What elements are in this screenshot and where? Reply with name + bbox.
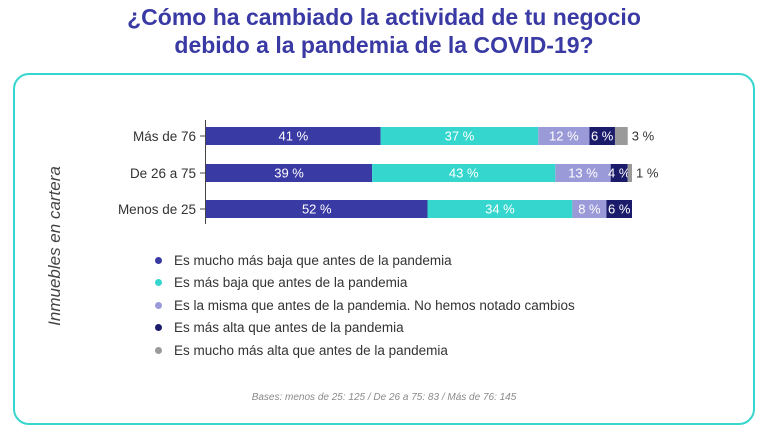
data-label: 41 % xyxy=(279,129,309,144)
bar-segment xyxy=(206,127,381,145)
y-tick-label: Más de 76 xyxy=(133,129,196,144)
data-label: 13 % xyxy=(568,166,598,181)
legend-dot-icon xyxy=(155,256,162,264)
data-label: 3 % xyxy=(632,129,655,144)
legend-item: Es más baja que antes de la pandemia xyxy=(155,272,575,295)
data-label: 39 % xyxy=(274,166,304,181)
bar-segment xyxy=(589,127,615,145)
chart-legend: Es mucho más baja que antes de la pandem… xyxy=(155,249,575,362)
data-label: 4 % xyxy=(608,166,631,181)
legend-dot-icon xyxy=(155,324,162,332)
legend-dot-icon xyxy=(155,346,162,354)
bar-segment xyxy=(206,164,373,182)
data-label: 52 % xyxy=(302,202,332,217)
chart-title-line-2: debido a la pandemia de la COVID-19? xyxy=(174,32,594,58)
legend-label: Es mucho más baja que antes de la pandem… xyxy=(174,252,452,268)
bar-segment xyxy=(380,127,539,145)
legend-label: Es la misma que antes de la pandemia. No… xyxy=(174,297,575,313)
chart-title: ¿Cómo ha cambiado la actividad de tu neg… xyxy=(0,3,768,59)
data-label: 12 % xyxy=(549,129,579,144)
bar-segment xyxy=(572,200,607,218)
legend-item: Es la misma que antes de la pandemia. No… xyxy=(155,294,575,317)
legend-item: Es más alta que antes de la pandemia xyxy=(155,317,575,340)
legend-label: Es más alta que antes de la pandemia xyxy=(174,320,404,336)
bar-segment xyxy=(555,164,611,182)
data-label: 37 % xyxy=(445,129,475,144)
legend-dot-icon xyxy=(155,279,162,287)
bar-segment xyxy=(614,127,628,145)
legend-dot-icon xyxy=(155,301,162,309)
legend-label: Es más baja que antes de la pandemia xyxy=(174,275,408,291)
bar-segment xyxy=(606,200,632,218)
y-tick-label: Menos de 25 xyxy=(118,202,196,217)
bar-segment xyxy=(372,164,556,182)
legend-item: Es mucho más alta que antes de la pandem… xyxy=(155,339,575,362)
data-label: 8 % xyxy=(578,202,601,217)
chart-card xyxy=(13,73,755,425)
legend-item: Es mucho más baja que antes de la pandem… xyxy=(155,249,575,272)
chart-footer-bases: Bases: menos de 25: 125 / De 26 a 75: 83… xyxy=(251,392,517,403)
data-label: 6 % xyxy=(591,129,614,144)
bar-segment xyxy=(610,164,628,182)
data-label: 1 % xyxy=(636,166,659,181)
bar-segment xyxy=(627,164,632,182)
legend-label: Es mucho más alta que antes de la pandem… xyxy=(174,342,448,358)
data-label: 43 % xyxy=(449,166,479,181)
bar-segment xyxy=(427,200,573,218)
bar-segment xyxy=(538,127,590,145)
chart-title-line-1: ¿Cómo ha cambiado la actividad de tu neg… xyxy=(127,4,641,30)
bar-segment xyxy=(206,200,428,218)
data-label: 34 % xyxy=(485,202,515,217)
data-label: 6 % xyxy=(608,202,631,217)
y-tick-label: De 26 a 75 xyxy=(130,166,196,181)
